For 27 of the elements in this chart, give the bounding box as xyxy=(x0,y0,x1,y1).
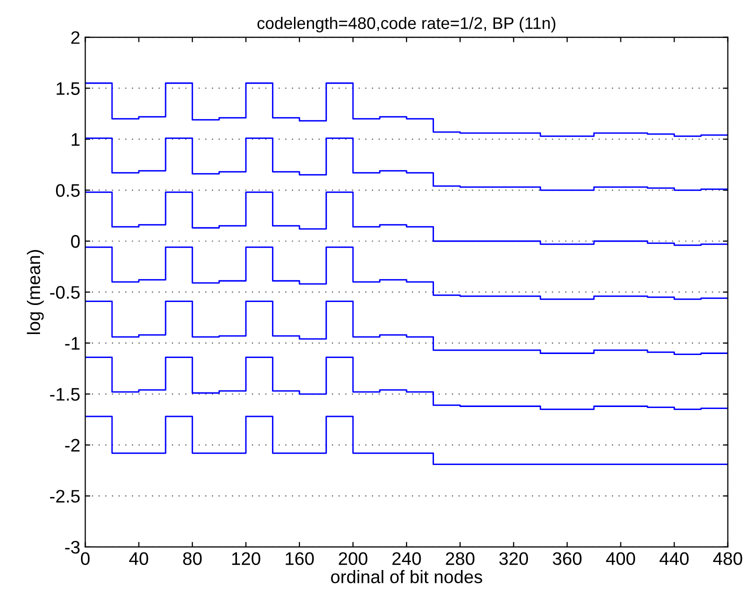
y-tick-label: -0.5 xyxy=(50,286,80,299)
y-tick-label: -1.5 xyxy=(50,388,80,401)
x-tick-label: 160 xyxy=(286,552,314,566)
y-tick-label: 1 xyxy=(72,133,80,146)
x-tick-label: 400 xyxy=(606,552,636,566)
x-tick-label: 200 xyxy=(338,552,368,566)
x-tick-label: 280 xyxy=(446,552,474,566)
x-tick-label: 440 xyxy=(660,552,689,566)
x-tick-label: 40 xyxy=(129,552,148,566)
x-tick-label: 120 xyxy=(232,552,260,566)
x-tick-label: 480 xyxy=(713,552,742,566)
x-tick-label: 80 xyxy=(183,552,202,566)
y-tick-label: 0.5 xyxy=(56,184,80,197)
y-tick-label: -2 xyxy=(65,438,80,452)
y-tick-label: 2 xyxy=(71,31,80,44)
x-tick-label: 240 xyxy=(392,552,421,566)
x-tick-label: 0 xyxy=(80,552,90,566)
x-tick-label: 320 xyxy=(499,552,528,566)
x-axis-title: ordinal of bit nodes xyxy=(331,570,482,584)
x-tick-label: 360 xyxy=(552,552,582,566)
y-tick-label: -3 xyxy=(65,540,80,554)
y-tick-label: 1.5 xyxy=(56,82,80,95)
y-tick-label: -2.5 xyxy=(50,490,80,503)
chart-title: codelength=480,code rate=1/2, BP (11n) xyxy=(257,16,556,32)
y-axis-title: log (mean) xyxy=(26,250,44,334)
y-tick-label: -1 xyxy=(65,337,80,350)
y-tick-label: 0 xyxy=(71,235,80,248)
